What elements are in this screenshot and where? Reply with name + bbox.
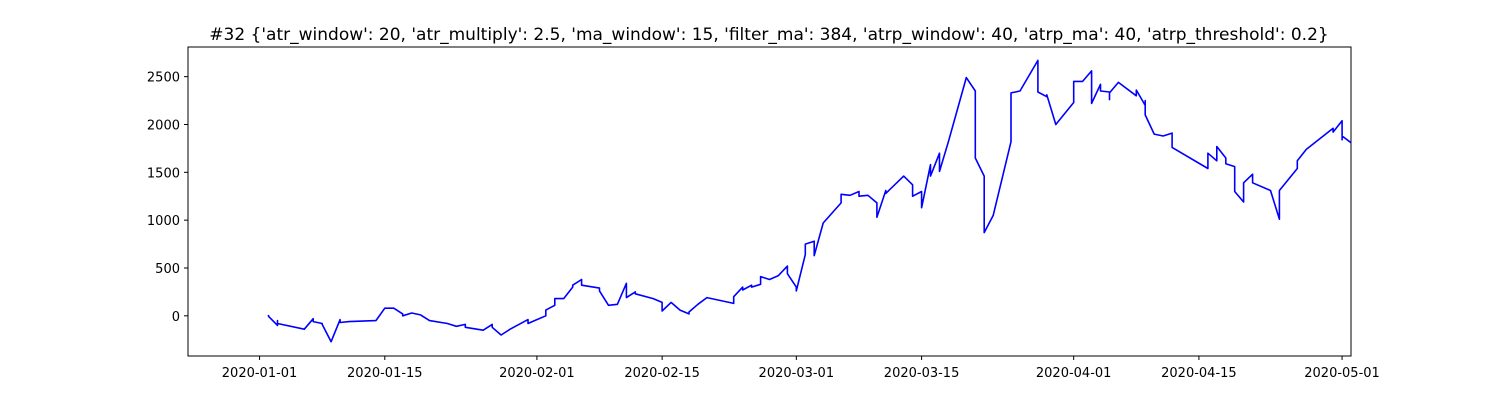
x-axis: 2020-01-01 2020-01-15 2020-02-01 2020-02-15… — [222, 356, 1380, 381]
y-tick-label: 0 — [172, 310, 180, 325]
y-tick-label: 1000 — [147, 214, 180, 229]
x-tick-label: 2020-03-15 — [884, 366, 960, 381]
x-tick-label: 2020-01-01 — [222, 366, 298, 381]
x-tick-label: 2020-03-01 — [759, 366, 835, 381]
x-tick-label: 2020-04-15 — [1161, 366, 1237, 381]
y-tick-label: 1500 — [147, 166, 180, 181]
series-layer — [267, 59, 1352, 343]
y-tick-label: 2000 — [147, 118, 180, 133]
chart-title: #32 {'atr_window': 20, 'atr_multiply': 2… — [209, 25, 1328, 45]
plot-area-frame — [187, 46, 1352, 357]
series-line — [267, 59, 1352, 343]
y-axis: 0 500 1000 1500 2000 2500 — [147, 71, 188, 325]
x-tick-label: 2020-02-01 — [499, 366, 575, 381]
x-tick-label: 2020-05-01 — [1304, 366, 1380, 381]
x-tick-label: 2020-04-01 — [1036, 366, 1112, 381]
x-tick-label: 2020-02-15 — [624, 366, 700, 381]
y-tick-label: 500 — [155, 262, 180, 277]
y-tick-label: 2500 — [147, 71, 180, 86]
x-tick-label: 2020-01-15 — [347, 366, 423, 381]
